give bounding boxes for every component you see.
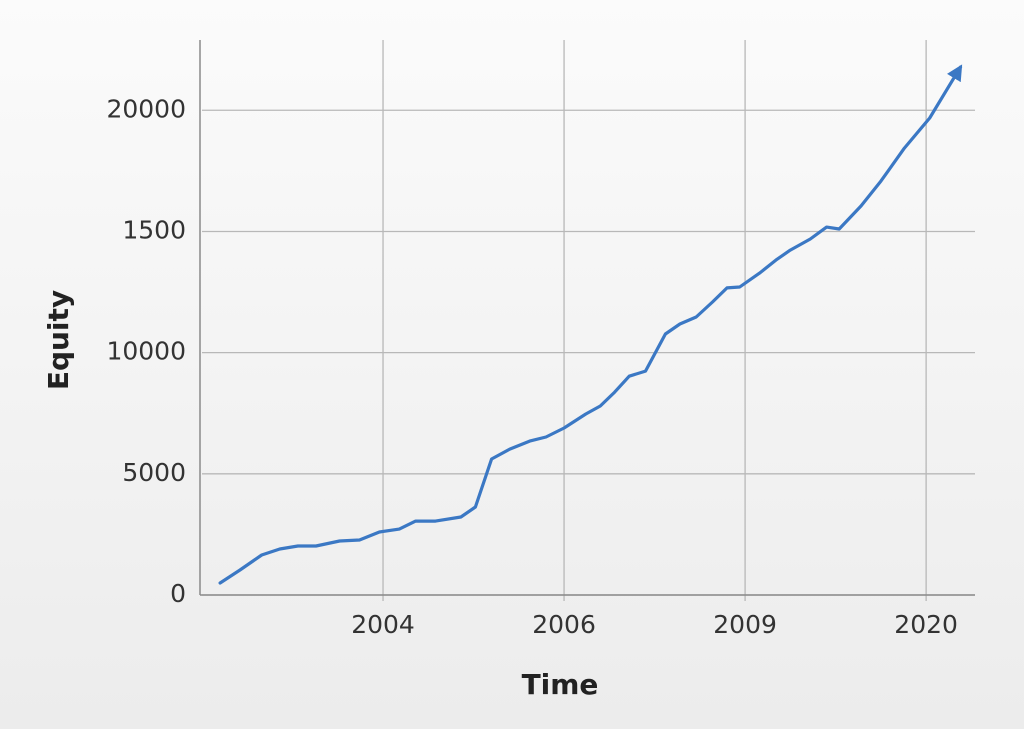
y-tick-label: 10000 [106, 337, 186, 366]
y-axis-title: Equity [42, 290, 75, 390]
x-tick-label: 2020 [894, 610, 958, 639]
y-tick-label: 5000 [122, 458, 186, 487]
equity-line [218, 64, 963, 585]
y-tick-label: 20000 [106, 94, 186, 123]
x-tick-label: 2009 [713, 610, 777, 639]
x-axis-title: Time [522, 668, 599, 701]
x-tick-label: 2004 [351, 610, 415, 639]
y-tick-label: 0 [170, 579, 186, 608]
y-tick-label: 1500 [122, 215, 186, 244]
x-tick-label: 2006 [532, 610, 596, 639]
